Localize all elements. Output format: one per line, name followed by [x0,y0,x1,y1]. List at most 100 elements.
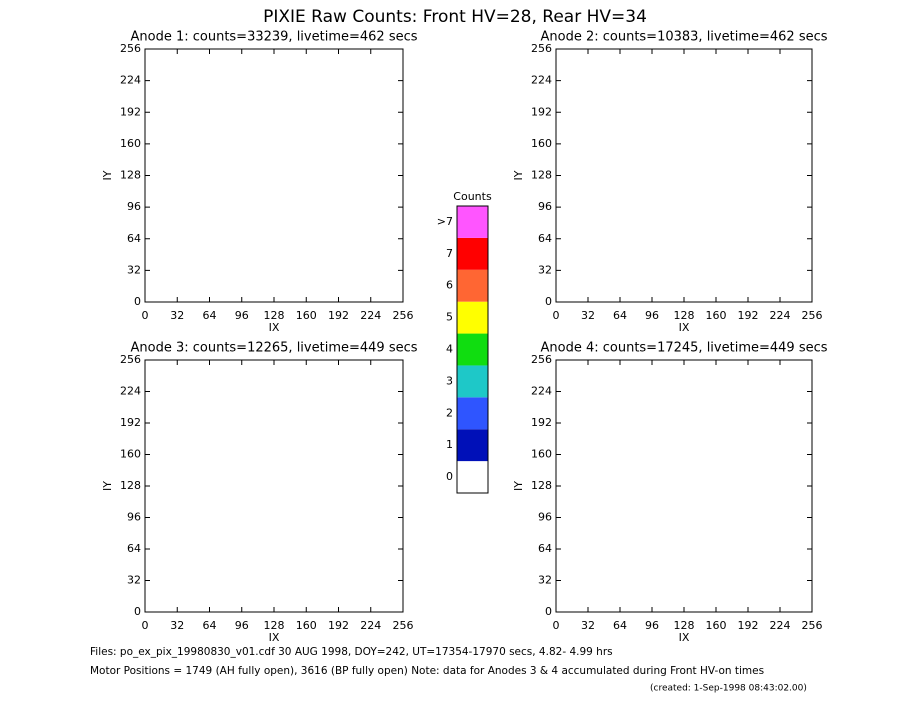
y-tick-label: 32 [127,574,141,587]
x-tick-label: 160 [706,619,727,632]
x-tick-label: 128 [674,619,695,632]
y-axis-label: IY [512,170,525,180]
colorbar-label: 2 [446,406,453,419]
colorbar-label: 0 [446,470,453,483]
x-tick-label: 32 [170,619,184,632]
x-axis-label: IX [679,321,690,334]
x-axis-label: IX [269,321,280,334]
y-tick-label: 32 [127,263,141,276]
x-tick-label: 64 [613,309,627,322]
y-tick-label: 160 [531,448,552,461]
x-tick-label: 256 [393,619,414,632]
colorbar-cell [457,397,488,430]
x-tick-label: 256 [393,309,414,322]
x-tick-label: 0 [553,619,560,632]
y-tick-label: 160 [120,137,141,150]
colorbar-cell [457,237,488,270]
colorbar-label: >7 [437,215,453,228]
panel-title: Anode 3: counts=12265, livetime=449 secs [130,341,417,356]
x-axis-label: IX [679,631,690,644]
plot-frame [144,359,404,613]
panel-title: Anode 4: counts=17245, livetime=449 secs [540,341,827,356]
y-axis-label: IY [101,481,114,491]
colorbar-cell [457,461,488,493]
y-tick-label: 160 [531,137,552,150]
y-tick-label: 224 [120,385,141,398]
y-tick-label: 0 [545,295,552,308]
y-tick-label: 64 [538,232,552,245]
colorbar-cell [457,206,488,238]
colorbar-cell [457,365,488,398]
y-tick-label: 64 [538,542,552,555]
y-tick-label: 0 [134,605,141,618]
motor-note: Motor Positions = 1749 (AH fully open), … [90,665,764,677]
x-tick-label: 96 [645,619,659,632]
y-tick-label: 32 [538,263,552,276]
colorbar-cell [457,301,488,334]
y-tick-label: 192 [120,416,141,429]
y-tick-label: 192 [531,416,552,429]
y-tick-label: 224 [531,74,552,87]
plot-frame [555,48,813,303]
page-title: PIXIE Raw Counts: Front HV=28, Rear HV=3… [263,7,647,27]
y-tick-label: 128 [531,479,552,492]
x-tick-label: 192 [738,309,759,322]
x-tick-label: 96 [235,619,249,632]
x-tick-label: 224 [770,619,791,632]
x-tick-label: 128 [264,309,285,322]
y-tick-label: 256 [120,353,141,366]
colorbar-label: 5 [446,311,453,324]
y-tick-label: 192 [120,105,141,118]
y-tick-label: 224 [531,385,552,398]
x-tick-label: 160 [706,309,727,322]
colorbar-frame [456,205,489,494]
x-tick-label: 192 [738,619,759,632]
y-tick-label: 64 [127,542,141,555]
panel-title: Anode 1: counts=33239, livetime=462 secs [130,30,417,45]
x-tick-label: 256 [802,309,823,322]
x-tick-label: 0 [553,309,560,322]
colorbar-label: 4 [446,343,453,356]
y-tick-label: 64 [127,232,141,245]
created-note: (created: 1-Sep-1998 08:43:02.00) [650,684,807,694]
y-tick-label: 0 [545,605,552,618]
y-tick-label: 256 [120,42,141,55]
y-tick-label: 256 [531,42,552,55]
x-tick-label: 32 [170,309,184,322]
plot-frame [144,48,404,303]
x-tick-label: 256 [802,619,823,632]
colorbar-label: 6 [446,279,453,292]
x-tick-label: 224 [360,309,381,322]
x-tick-label: 96 [645,309,659,322]
x-tick-label: 96 [235,309,249,322]
x-tick-label: 192 [328,619,349,632]
y-tick-label: 192 [531,105,552,118]
x-tick-label: 0 [142,619,149,632]
x-axis-label: IX [269,631,280,644]
y-tick-label: 160 [120,448,141,461]
x-tick-label: 128 [674,309,695,322]
y-axis-label: IY [512,481,525,491]
x-tick-label: 64 [613,619,627,632]
plot-frame [555,359,813,613]
colorbar-cell [457,333,488,366]
colorbar-title: Counts [453,190,492,203]
y-tick-label: 128 [531,169,552,182]
y-tick-label: 96 [538,511,552,524]
colorbar-cell [457,429,488,462]
x-tick-label: 32 [581,309,595,322]
file-note: Files: po_ex_pix_19980830_v01.cdf 30 AUG… [90,646,613,658]
x-tick-label: 160 [296,619,317,632]
x-tick-label: 32 [581,619,595,632]
x-tick-label: 0 [142,309,149,322]
y-tick-label: 96 [127,511,141,524]
x-tick-label: 128 [264,619,285,632]
colorbar-cell [457,269,488,302]
x-tick-label: 224 [360,619,381,632]
x-tick-label: 160 [296,309,317,322]
panel-title: Anode 2: counts=10383, livetime=462 secs [540,30,827,45]
y-tick-label: 0 [134,295,141,308]
colorbar-label: 3 [446,374,453,387]
colorbar-label: 7 [446,247,453,260]
